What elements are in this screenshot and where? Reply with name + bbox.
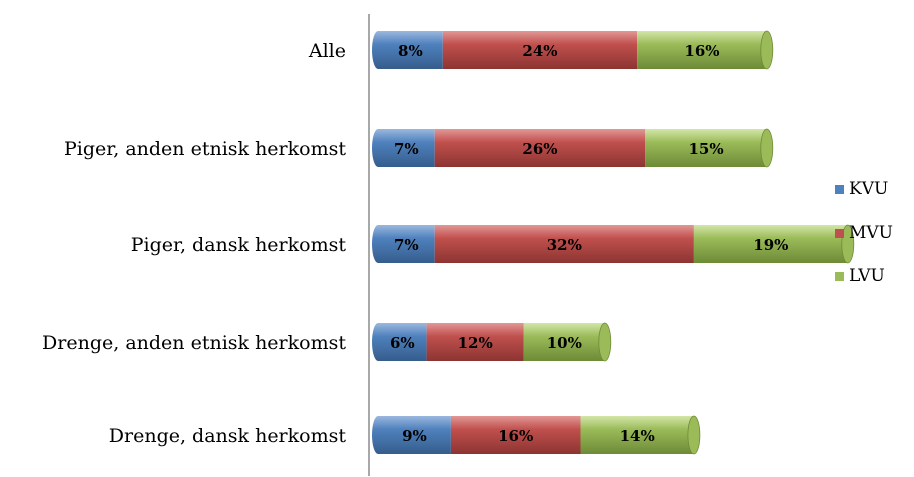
bar-end-cap: [598, 322, 612, 362]
bar-segment-kvu: [378, 416, 451, 454]
legend-item-lvu: LVU: [835, 266, 885, 286]
bar-segment-kvu: [378, 129, 435, 167]
bar-segment-mvu: [426, 323, 524, 361]
data-label: 26%: [522, 140, 557, 158]
legend-item-mvu: MVU: [835, 223, 893, 243]
data-label: 9%: [402, 427, 427, 445]
legend-swatch: [835, 229, 844, 238]
bar-segment-lvu: [637, 31, 767, 69]
bar-segment-mvu: [450, 416, 581, 454]
data-label: 16%: [684, 42, 719, 60]
data-label: 15%: [688, 140, 723, 158]
bar-start-cap: [372, 31, 384, 69]
bars: 8% 24% 16% 7% 26% 15% 7% 32% 19% 6% 12% 10% 9% 16% 14%: [372, 30, 855, 455]
data-label: 6%: [390, 334, 415, 352]
bar-segment-mvu: [442, 31, 638, 69]
data-label: 10%: [547, 334, 582, 352]
bar-segment-lvu: [523, 323, 605, 361]
bar-end-cap: [687, 415, 701, 455]
bar-end-cap: [760, 30, 774, 70]
legend-swatch: [835, 185, 844, 194]
data-label: 7%: [394, 236, 419, 254]
data-label: 32%: [547, 236, 582, 254]
category-label: Piger, anden etnisk herkomst: [64, 138, 346, 160]
category-label: Drenge, dansk herkomst: [109, 425, 347, 447]
bar-segment-kvu: [378, 225, 435, 263]
bar-start-cap: [372, 416, 384, 454]
bar-segment-mvu: [434, 225, 694, 263]
data-label: 19%: [753, 236, 788, 254]
bar-segment-lvu: [580, 416, 694, 454]
legend-label: MVU: [849, 223, 893, 243]
bar-start-cap: [372, 225, 384, 263]
bar-start-cap: [372, 323, 384, 361]
data-label: 14%: [620, 427, 655, 445]
data-label: 7%: [394, 140, 419, 158]
category-label: Alle: [308, 40, 346, 62]
category-label: Drenge, anden etnisk herkomst: [42, 332, 346, 354]
legend-item-kvu: KVU: [835, 179, 888, 199]
bar-segment-kvu: [378, 323, 427, 361]
legend-label: KVU: [849, 179, 888, 199]
legend-swatch: [835, 272, 844, 281]
legend: KVU MVU LVU: [835, 179, 893, 286]
bar-segment-lvu: [645, 129, 767, 167]
data-label: 16%: [498, 427, 533, 445]
category-label: Piger, dansk herkomst: [131, 234, 347, 256]
bar-end-cap: [760, 128, 774, 168]
data-label: 12%: [458, 334, 493, 352]
bar-segment-kvu: [378, 31, 443, 69]
legend-label: LVU: [849, 266, 885, 286]
category-labels: Alle Piger, anden etnisk herkomst Piger, d…: [42, 40, 346, 447]
bar-segment-lvu: [693, 225, 848, 263]
bar-segment-mvu: [434, 129, 646, 167]
data-label: 8%: [398, 42, 423, 60]
data-label: 24%: [522, 42, 557, 60]
bar-start-cap: [372, 129, 384, 167]
bar-end-cap: [841, 224, 855, 264]
